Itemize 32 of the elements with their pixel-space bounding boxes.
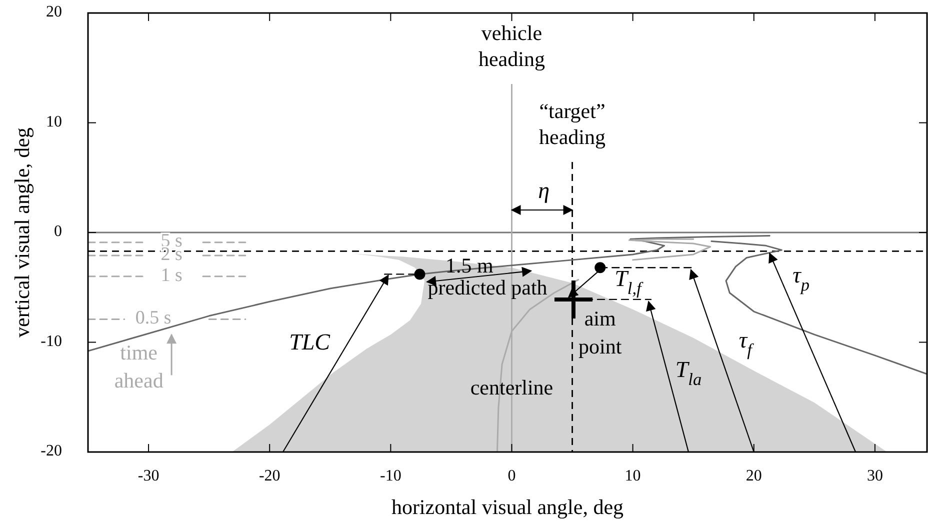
y-tick-label: 20 bbox=[46, 4, 62, 21]
x-tick-label: 30 bbox=[866, 468, 883, 485]
series-label: 1 s bbox=[160, 264, 182, 286]
annotation: T$_{l,f}$ bbox=[614, 266, 644, 298]
ref-line-label: vehicle heading bbox=[478, 20, 546, 71]
annotation: time ahead bbox=[114, 340, 164, 392]
x-axis-title: horizontal visual angle, deg bbox=[391, 495, 624, 519]
y-tick-label: -10 bbox=[40, 332, 62, 350]
y-tick-label: -20 bbox=[40, 442, 62, 460]
x-tick-label: -10 bbox=[380, 468, 402, 485]
y-tick-label: 10 bbox=[46, 113, 62, 130]
annotation: τ$_{p}$ bbox=[792, 262, 810, 295]
annotation: τ$_{f}$ bbox=[738, 328, 754, 360]
y-axis-title: vertical visual angle, deg bbox=[10, 127, 34, 338]
series-label: 0.5 s bbox=[135, 308, 172, 329]
x-tick-label: 0 bbox=[508, 468, 516, 485]
point bbox=[594, 262, 606, 274]
x-tick-label: 10 bbox=[624, 468, 641, 485]
y-tick-label: 0 bbox=[54, 223, 62, 240]
annotation: 1.5 m bbox=[445, 253, 494, 278]
point bbox=[414, 268, 426, 280]
annotation: T$_{la}$ bbox=[675, 357, 702, 390]
annotation: centerline bbox=[470, 375, 554, 400]
ref-line-label: “target” heading bbox=[539, 98, 606, 149]
x-tick-label: -30 bbox=[138, 468, 160, 485]
annotation: predicted path bbox=[428, 275, 548, 300]
annotation: TLC bbox=[289, 330, 331, 355]
x-tick-label: 20 bbox=[746, 468, 762, 485]
annotation: η bbox=[538, 178, 550, 204]
annotation: aim point bbox=[578, 306, 622, 358]
line-series bbox=[710, 240, 927, 375]
x-tick-label: -20 bbox=[258, 468, 280, 485]
